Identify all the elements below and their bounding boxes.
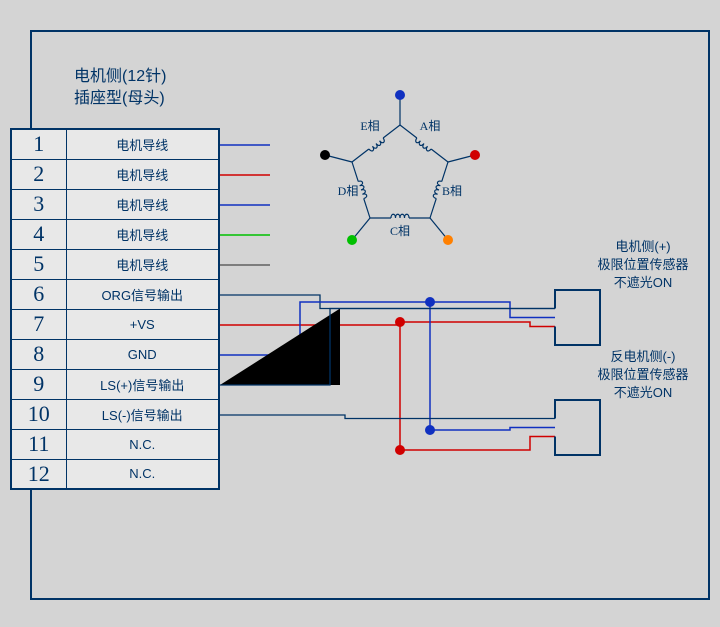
header-line2: 插座型(母头) xyxy=(74,84,165,108)
table-row: 4电机导线 xyxy=(11,219,219,249)
pin-label: 电机导线 xyxy=(66,159,219,189)
pin-label: 电机导线 xyxy=(66,189,219,219)
pin-label: 电机导线 xyxy=(66,219,219,249)
pin-number: 1 xyxy=(11,129,66,159)
pin-number: 11 xyxy=(11,429,66,459)
pin-number: 8 xyxy=(11,339,66,369)
table-row: 7+VS xyxy=(11,309,219,339)
sensor-lower-label: 反电机侧(-) 极限位置传感器 不遮光ON xyxy=(583,348,703,403)
pin-label: +VS xyxy=(66,309,219,339)
pin-number: 4 xyxy=(11,219,66,249)
pin-label: GND xyxy=(66,339,219,369)
table-row: 5电机导线 xyxy=(11,249,219,279)
pin-label: N.C. xyxy=(66,429,219,459)
table-row: 9LS(+)信号输出 xyxy=(11,369,219,399)
pin-number: 6 xyxy=(11,279,66,309)
pin-label: ORG信号输出 xyxy=(66,279,219,309)
pin-table: 1电机导线2电机导线3电机导线4电机导线5电机导线6ORG信号输出7+VS8GN… xyxy=(10,128,220,490)
table-row: 1电机导线 xyxy=(11,129,219,159)
pin-label: 电机导线 xyxy=(66,129,219,159)
pin-number: 3 xyxy=(11,189,66,219)
table-row: 10LS(-)信号输出 xyxy=(11,399,219,429)
pin-label: N.C. xyxy=(66,459,219,489)
sensor-upper-label: 电机侧(+) 极限位置传感器 不遮光ON xyxy=(583,238,703,293)
pin-label: 电机导线 xyxy=(66,249,219,279)
table-row: 12N.C. xyxy=(11,459,219,489)
pin-number: 7 xyxy=(11,309,66,339)
pin-number: 5 xyxy=(11,249,66,279)
table-row: 2电机导线 xyxy=(11,159,219,189)
table-row: 8GND xyxy=(11,339,219,369)
pin-label: LS(-)信号输出 xyxy=(66,399,219,429)
pin-label: LS(+)信号输出 xyxy=(66,369,219,399)
pin-number: 10 xyxy=(11,399,66,429)
table-row: 3电机导线 xyxy=(11,189,219,219)
pin-number: 9 xyxy=(11,369,66,399)
table-row: 6ORG信号输出 xyxy=(11,279,219,309)
pin-number: 2 xyxy=(11,159,66,189)
header-line1: 电机侧(12针) xyxy=(74,62,166,86)
table-row: 11N.C. xyxy=(11,429,219,459)
pin-number: 12 xyxy=(11,459,66,489)
